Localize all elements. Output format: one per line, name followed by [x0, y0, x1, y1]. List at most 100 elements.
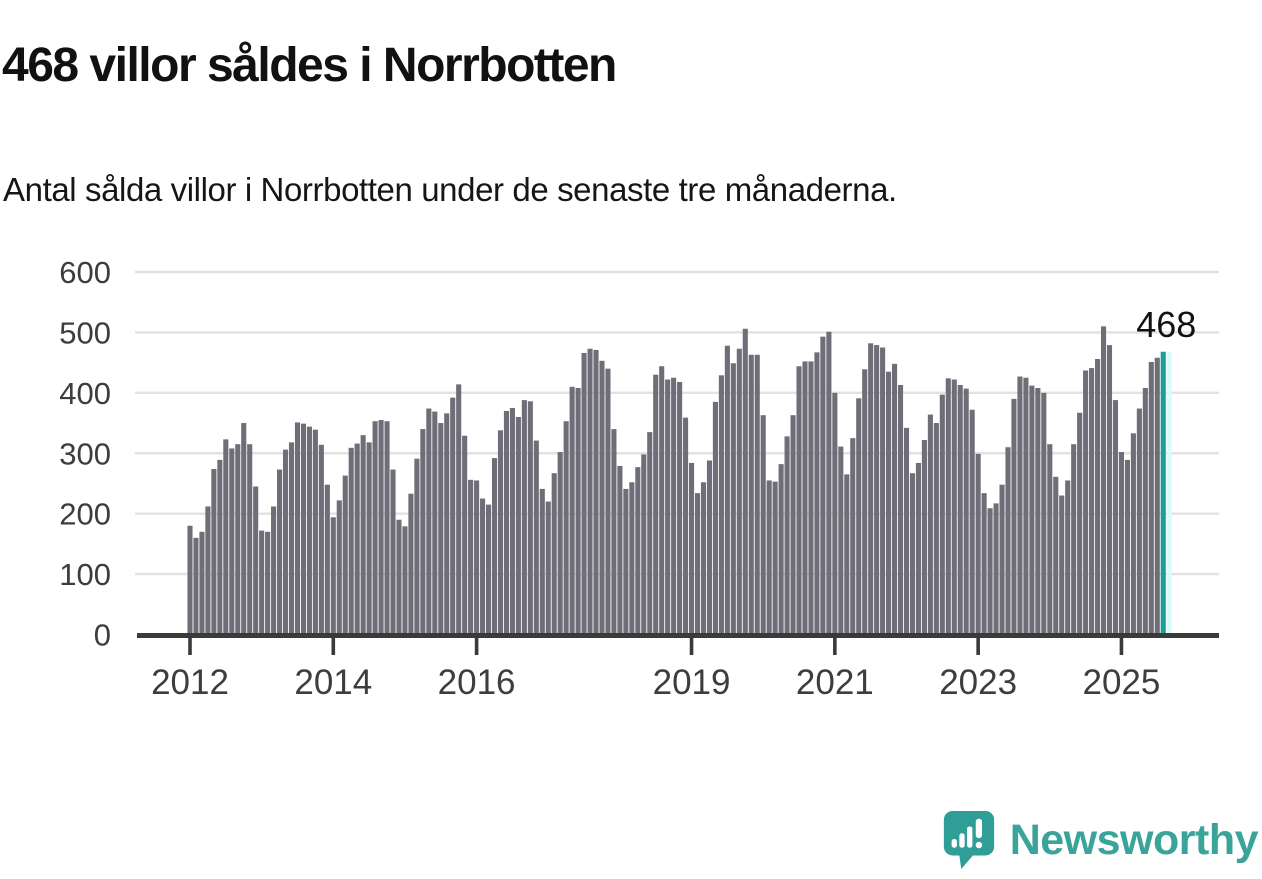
bar	[963, 388, 969, 635]
bar	[677, 381, 683, 635]
bar	[569, 386, 575, 635]
bar	[300, 423, 306, 635]
bar	[689, 462, 695, 635]
bar	[1005, 447, 1011, 635]
bar	[1017, 376, 1023, 635]
bar	[623, 488, 629, 635]
bar	[474, 480, 480, 635]
bar	[396, 519, 402, 635]
bar	[706, 460, 713, 635]
bar	[521, 400, 527, 635]
x-axis-tick-label: 2014	[294, 663, 372, 702]
bar	[605, 368, 611, 635]
bar	[503, 410, 509, 635]
bar	[796, 366, 802, 635]
bar	[874, 345, 880, 635]
bar	[444, 413, 450, 635]
bar	[975, 453, 981, 635]
bar	[414, 458, 420, 635]
bar	[862, 369, 868, 635]
bar	[718, 375, 724, 635]
y-axis-tick-label: 600	[59, 255, 111, 290]
bar	[480, 498, 486, 635]
bar	[306, 426, 312, 635]
bar	[748, 354, 754, 635]
bar	[927, 414, 933, 635]
x-axis-tick-label: 2023	[939, 663, 1017, 702]
x-axis-tick-label: 2025	[1083, 663, 1161, 702]
bar	[671, 377, 677, 635]
bar	[294, 422, 301, 635]
bar	[730, 363, 736, 635]
bar	[1065, 480, 1071, 635]
bar	[903, 427, 910, 635]
bar	[1100, 326, 1107, 635]
bar	[1047, 444, 1053, 635]
bar	[1136, 408, 1142, 635]
bar	[694, 493, 701, 635]
bar	[217, 459, 223, 635]
bar	[892, 363, 898, 635]
bar	[617, 465, 623, 635]
bar	[784, 436, 790, 635]
bar	[1118, 452, 1124, 635]
highlighted-bar-glow	[1166, 351, 1172, 635]
x-axis-tick-label: 2016	[438, 663, 516, 702]
bar	[211, 468, 217, 635]
bar	[557, 452, 563, 635]
bar	[312, 429, 318, 635]
x-axis-tick-label: 2019	[653, 663, 731, 702]
bar	[838, 446, 844, 635]
bar	[450, 397, 456, 635]
newsworthy-logo: Newsworthy	[940, 809, 1259, 871]
newsworthy-icon	[943, 811, 994, 869]
bar	[909, 473, 916, 635]
bar	[515, 417, 521, 635]
chart-bar-medium	[959, 833, 965, 848]
bar	[844, 474, 850, 635]
bar	[1083, 370, 1089, 635]
bar	[700, 482, 707, 635]
bar	[1148, 362, 1154, 635]
bar	[581, 352, 587, 635]
bar	[1142, 388, 1148, 635]
bar	[712, 401, 718, 635]
bar	[1130, 433, 1136, 635]
bar	[336, 500, 342, 635]
bar	[372, 421, 378, 635]
bar	[814, 352, 820, 635]
bar	[641, 454, 647, 635]
bar	[683, 417, 689, 635]
bar	[485, 504, 492, 635]
bar	[229, 448, 235, 635]
bar	[497, 430, 504, 635]
bar	[1106, 345, 1113, 635]
chart-bar-small	[951, 839, 957, 848]
bar	[223, 439, 229, 635]
last-value-annotation: 468	[1136, 304, 1196, 345]
bar	[880, 347, 886, 635]
bar	[1112, 400, 1119, 635]
bar	[1041, 392, 1047, 635]
bar	[886, 371, 892, 635]
bar	[390, 469, 396, 635]
bar	[288, 442, 295, 635]
bar	[468, 479, 474, 635]
bar	[766, 480, 772, 635]
bar	[635, 467, 641, 635]
bar	[318, 444, 324, 635]
bar	[742, 328, 748, 635]
y-axis-tick-label: 300	[59, 436, 111, 471]
bar	[826, 331, 832, 635]
chart-subtitle: Antal sålda villor i Norrbotten under de…	[3, 171, 897, 208]
bar	[354, 443, 360, 635]
bar	[277, 469, 283, 635]
bar	[802, 361, 808, 635]
bar	[265, 531, 271, 635]
bar	[432, 411, 438, 635]
y-axis-tick-label: 200	[59, 497, 111, 532]
bar	[420, 429, 426, 635]
bar	[1023, 377, 1029, 635]
bar	[462, 435, 468, 635]
bar	[271, 506, 277, 635]
